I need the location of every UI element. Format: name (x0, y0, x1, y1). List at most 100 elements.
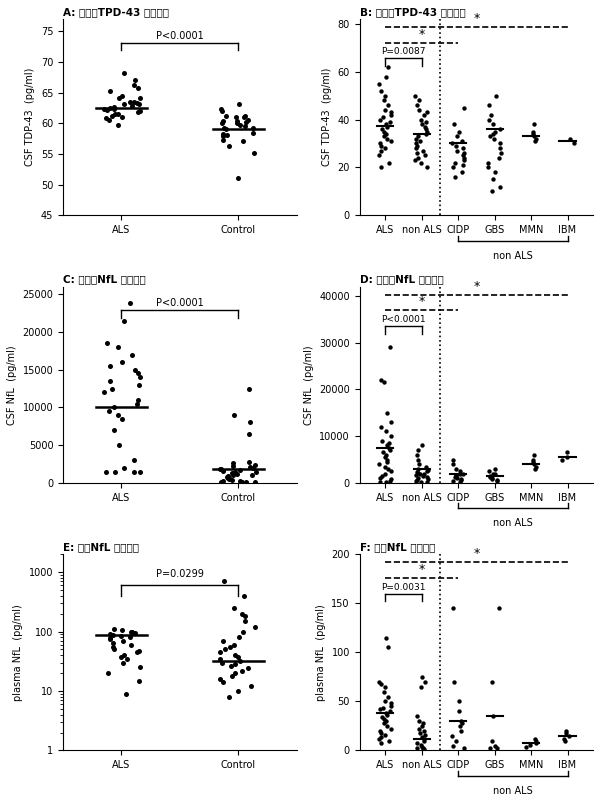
Point (101, 112, 111, 125)
Point (458, 158, 467, 171)
Point (376, 678, 386, 690)
Point (413, 472, 422, 485)
Point (232, 114, 242, 127)
Point (107, 110, 116, 122)
Point (236, 654, 245, 667)
Point (135, 661, 145, 674)
Point (380, 142, 390, 154)
Point (223, 472, 232, 485)
Point (488, 468, 498, 481)
Point (488, 473, 497, 486)
Point (412, 146, 421, 159)
Text: C: 脑脊液NfL 探索队列: C: 脑脊液NfL 探索队列 (63, 274, 146, 285)
Point (386, 722, 395, 735)
Point (127, 626, 137, 638)
Point (130, 74, 139, 86)
Point (119, 98, 128, 110)
Point (113, 409, 122, 422)
Point (215, 673, 225, 686)
Point (415, 468, 424, 481)
Y-axis label: plasma NfL  (pg/ml): plasma NfL (pg/ml) (13, 604, 23, 701)
Point (230, 649, 240, 662)
Point (385, 115, 395, 128)
Point (245, 461, 255, 474)
Point (244, 662, 253, 675)
Point (375, 703, 385, 716)
Point (495, 180, 505, 193)
Point (521, 740, 531, 753)
Point (108, 629, 118, 642)
Point (450, 170, 460, 183)
Point (447, 730, 457, 742)
Point (412, 742, 422, 755)
Point (382, 425, 391, 438)
Point (494, 151, 504, 164)
Point (218, 129, 228, 142)
Point (383, 61, 392, 74)
Point (420, 728, 430, 741)
Point (490, 125, 500, 138)
Point (383, 690, 393, 703)
Point (531, 132, 541, 145)
Point (228, 457, 238, 470)
Point (455, 719, 465, 732)
Point (113, 118, 122, 131)
Point (493, 474, 502, 487)
Point (229, 602, 238, 614)
Point (488, 127, 497, 140)
Point (386, 416, 396, 429)
Point (418, 439, 427, 452)
Point (419, 743, 429, 756)
Y-axis label: CSF NfL  (pg/ml): CSF NfL (pg/ml) (7, 345, 17, 425)
Point (125, 297, 135, 310)
Y-axis label: CSF TDP-43  (pg/ml): CSF TDP-43 (pg/ml) (322, 68, 332, 166)
Point (247, 680, 256, 693)
Point (416, 680, 425, 693)
Point (109, 622, 119, 635)
Text: P=0.0031: P=0.0031 (381, 582, 425, 591)
Point (376, 472, 385, 485)
Point (385, 156, 394, 169)
Point (232, 467, 242, 480)
Point (376, 736, 386, 749)
Text: non ALS: non ALS (493, 250, 533, 261)
Point (375, 113, 385, 126)
Point (491, 739, 500, 752)
Point (114, 92, 124, 105)
Point (121, 687, 131, 700)
Point (487, 734, 497, 747)
Point (485, 99, 494, 112)
Point (377, 470, 386, 482)
Point (383, 462, 392, 475)
Point (104, 114, 114, 126)
Point (447, 137, 457, 150)
Point (422, 464, 431, 477)
Point (485, 465, 494, 478)
Point (562, 446, 571, 459)
Point (413, 139, 422, 152)
Point (129, 465, 139, 478)
Point (229, 638, 239, 651)
Point (220, 643, 229, 656)
Point (125, 95, 135, 108)
Point (134, 367, 143, 380)
Point (109, 103, 119, 116)
Point (103, 666, 113, 679)
Point (419, 470, 428, 482)
Point (451, 470, 461, 482)
Point (229, 409, 239, 422)
Text: *: * (473, 279, 479, 293)
Point (557, 453, 566, 466)
Point (224, 473, 234, 486)
Point (251, 465, 260, 478)
Point (530, 134, 540, 147)
Point (379, 702, 388, 714)
Point (454, 705, 464, 718)
Point (250, 621, 260, 634)
Point (559, 732, 569, 745)
Point (526, 738, 535, 751)
Point (105, 102, 115, 114)
Point (457, 134, 466, 147)
Point (235, 474, 244, 487)
Point (219, 575, 229, 588)
